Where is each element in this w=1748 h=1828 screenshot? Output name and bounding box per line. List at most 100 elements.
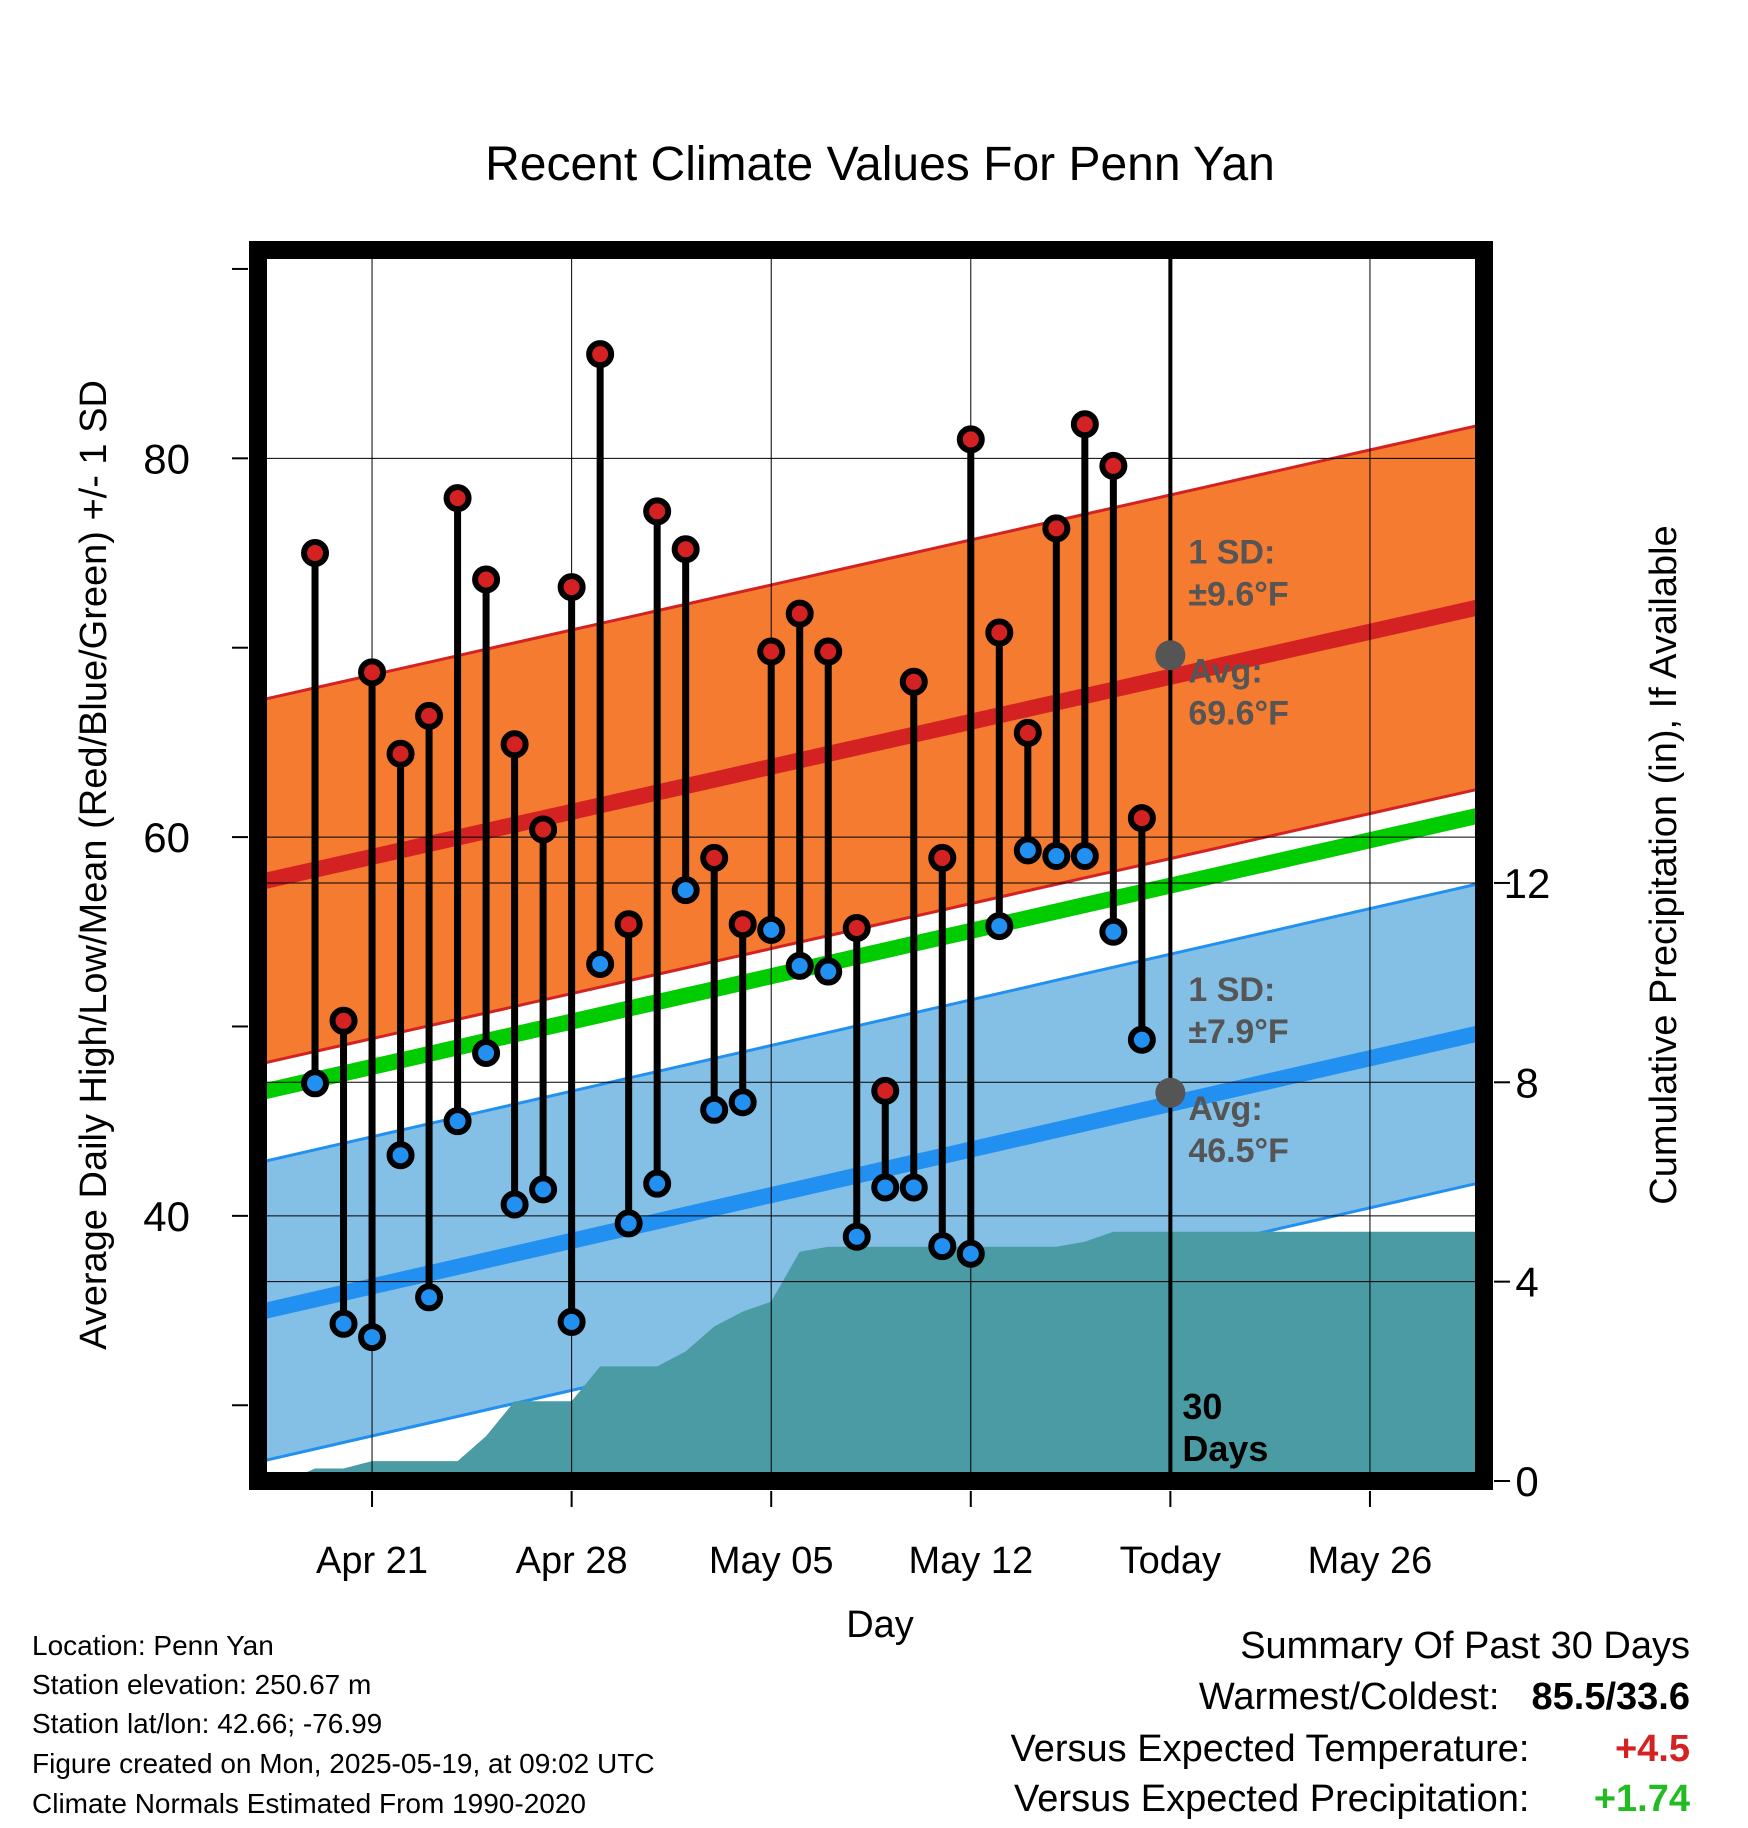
x-tick-label: May 26	[1308, 1540, 1433, 1582]
y2-axis-label: Cumulative Precipitation (in), If Availa…	[1643, 525, 1685, 1204]
high-temp-point	[814, 637, 843, 666]
low-temp-point	[814, 957, 843, 986]
summary-precip: Versus Expected Precipitation: +1.74	[1014, 1780, 1690, 1818]
summary-temp-label: Versus Expected Temperature:	[1010, 1728, 1530, 1770]
chart-title: Recent Climate Values For Penn Yan	[485, 138, 1275, 191]
high-temp-point	[614, 910, 643, 939]
high-temp-point	[643, 497, 672, 526]
high-temp-point	[1013, 718, 1042, 747]
summary-temp-value: +4.5	[1614, 1728, 1690, 1770]
summary-precip-label: Versus Expected Precipitation:	[1014, 1778, 1530, 1820]
x-tick-label: Apr 21	[316, 1540, 428, 1582]
low-temp-point	[643, 1169, 672, 1198]
low-temp-point	[842, 1222, 871, 1251]
y-tick-label: 40	[143, 1193, 190, 1240]
high-sd-lower-edge	[258, 786, 1484, 1066]
high-temp-point	[1127, 804, 1156, 833]
low-average-line	[258, 1024, 1484, 1321]
low-temp-point	[1099, 917, 1128, 946]
low-temp-point	[956, 1239, 985, 1268]
high-temp-point	[586, 340, 615, 369]
low-temp-point	[415, 1283, 444, 1312]
high-avg-today-marker	[1155, 640, 1186, 671]
high-temp-point	[1070, 410, 1099, 439]
high-temp-point	[1099, 451, 1128, 480]
high-sd-upper-edge	[258, 422, 1484, 703]
footer-created: Figure created on Mon, 2025-05-19, at 09…	[32, 1748, 655, 1779]
window-days-label: 30 Days	[1182, 1386, 1268, 1469]
high-temp-point	[871, 1076, 900, 1105]
low-temp-point	[500, 1190, 529, 1219]
y2-tick-label: 4	[1515, 1259, 1538, 1306]
low-sd-value: ±7.9°F	[1188, 1013, 1288, 1051]
high-temp-point	[899, 667, 928, 696]
y2-tick-label: 12	[1504, 860, 1551, 907]
low-temp-point	[386, 1141, 415, 1170]
high-temp-point	[415, 701, 444, 730]
low-temp-point	[1013, 836, 1042, 865]
summary-warm-cold-value: 85.5/33.6	[1531, 1676, 1690, 1718]
x-tick-label: Apr 28	[516, 1540, 628, 1582]
low-temp-point	[700, 1095, 729, 1124]
mean-average-line	[258, 806, 1484, 1101]
low-temp-point	[785, 951, 814, 980]
low-temp-point	[728, 1088, 757, 1117]
high-avg-label: Avg:	[1188, 652, 1262, 690]
high-temp-point	[928, 843, 957, 872]
low-temp-point	[671, 876, 700, 905]
low-temp-point	[757, 915, 786, 944]
low-temp-point	[472, 1038, 501, 1067]
high-average-line	[258, 598, 1484, 891]
high-temp-point	[985, 618, 1014, 647]
high-avg-value: 69.6°F	[1188, 694, 1289, 732]
low-temp-point	[1042, 842, 1071, 871]
high-temp-point	[301, 539, 330, 568]
low-avg-today-marker	[1155, 1077, 1186, 1108]
y2-tick-label: 8	[1515, 1059, 1538, 1106]
high-temp-point	[472, 565, 501, 594]
summary-warm-cold: Warmest/Coldest: 85.5/33.6	[1199, 1678, 1690, 1716]
low-temp-point	[871, 1173, 900, 1202]
summary-title: Summary Of Past 30 Days	[1240, 1625, 1690, 1667]
high-temp-point	[842, 913, 871, 942]
low-temp-point	[557, 1307, 586, 1336]
summary-temp: Versus Expected Temperature: +4.5	[1011, 1730, 1690, 1768]
low-temp-point	[1127, 1025, 1156, 1054]
low-temp-point	[586, 949, 615, 978]
high-temp-point	[728, 910, 757, 939]
low-avg-label: Avg:	[1188, 1090, 1262, 1128]
y-axis-label: Average Daily High/Low/Mean (Red/Blue/Gr…	[73, 380, 115, 1350]
x-tick-label: Today	[1120, 1540, 1221, 1582]
summary-warm-cold-label: Warmest/Coldest:	[1198, 1676, 1500, 1718]
high-temp-point	[529, 815, 558, 844]
high-temp-point	[1042, 514, 1071, 543]
y2-tick-label: 0	[1515, 1458, 1538, 1505]
high-temp-point	[956, 425, 985, 454]
high-temp-point	[757, 637, 786, 666]
high-temp-point	[557, 573, 586, 602]
low-temp-point	[358, 1323, 387, 1352]
low-temp-point	[301, 1069, 330, 1098]
low-sd-label: 1 SD:	[1188, 971, 1275, 1009]
footer-location: Location: Penn Yan	[32, 1630, 274, 1661]
x-tick-label: May 12	[908, 1540, 1033, 1582]
low-temp-point	[1070, 842, 1099, 871]
summary-precip-value: +1.74	[1593, 1778, 1690, 1820]
high-sd-value: ±9.6°F	[1188, 575, 1288, 613]
x-tick-label: May 05	[709, 1540, 834, 1582]
low-avg-value: 46.5°F	[1188, 1132, 1289, 1170]
high-temp-point	[700, 843, 729, 872]
footer-latlon: Station lat/lon: 42.66; -76.99	[32, 1708, 383, 1739]
low-temp-point	[443, 1107, 472, 1136]
low-temp-point	[899, 1173, 928, 1202]
y-tick-label: 80	[143, 435, 190, 482]
low-temp-point	[614, 1209, 643, 1238]
precipitation-area	[258, 1231, 1484, 1481]
low-temp-point	[928, 1232, 957, 1261]
high-temp-point	[500, 730, 529, 759]
high-temp-point	[386, 739, 415, 768]
high-temp-point	[443, 484, 472, 513]
low-temp-point	[329, 1309, 358, 1338]
footer-normals: Climate Normals Estimated From 1990-2020	[32, 1788, 586, 1819]
